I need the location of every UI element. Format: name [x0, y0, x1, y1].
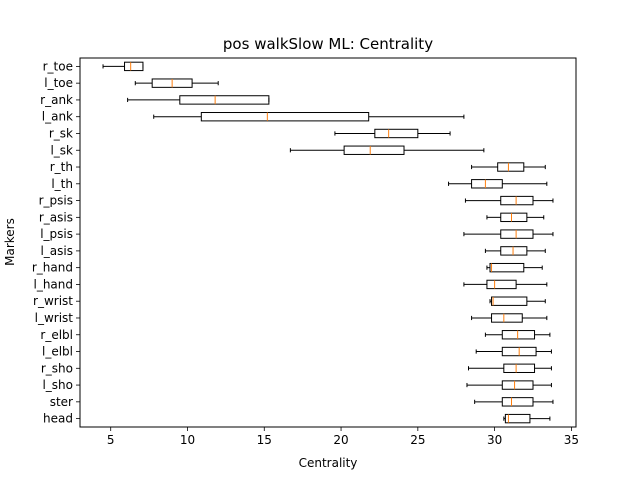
box-iqr [124, 61, 144, 72]
x-tick-label: 15 [257, 433, 272, 447]
box-iqr [486, 279, 517, 290]
y-tick-label: l_wrist [35, 311, 74, 325]
y-tick-label: l_sho [42, 378, 73, 392]
box-iqr [503, 363, 536, 373]
box-iqr [374, 128, 419, 139]
box-iqr [500, 212, 528, 223]
y-tick-label: ster [50, 395, 73, 409]
y-tick-label: head [43, 412, 73, 426]
box-iqr [500, 246, 528, 256]
y-tick-label: r_th [50, 160, 73, 174]
y-tick-label: l_ank [42, 110, 73, 124]
box-iqr [497, 162, 525, 172]
x-axis-label: Centrality [299, 456, 358, 470]
y-tick-label: r_sk [49, 126, 73, 140]
y-tick-label: r_asis [39, 210, 73, 224]
x-tick-label: 25 [410, 433, 425, 447]
box-iqr [343, 145, 405, 155]
box-iqr [491, 296, 528, 306]
x-tick-label: 5 [107, 433, 115, 447]
y-tick-label: r_elbl [40, 328, 73, 342]
axes-frame [79, 57, 577, 428]
y-tick-label: l_toe [44, 76, 73, 90]
box-iqr [504, 413, 531, 424]
x-tick-label: 20 [333, 433, 348, 447]
box-iqr [179, 95, 270, 105]
box-iqr [501, 330, 536, 340]
box-iqr [491, 313, 523, 323]
y-tick-label: l_asis [40, 244, 73, 258]
box-iqr [500, 195, 534, 206]
x-tick-label: 30 [487, 433, 502, 447]
y-tick-label: r_psis [39, 194, 73, 208]
y-tick-label: l_hand [33, 277, 73, 291]
x-tick-label: 35 [564, 433, 579, 447]
box-iqr [200, 112, 370, 122]
box-iqr [500, 229, 534, 239]
box-iqr [471, 179, 503, 189]
box-iqr [489, 262, 525, 273]
plot-area: 5 10 15 20 25 30 35 r_toe l_toe r_ank l_ank r_sk l_s… [32, 59, 579, 447]
y-tick-label: r_ank [40, 93, 73, 107]
x-tick-label: 10 [180, 433, 195, 447]
y-tick-label: l_elbl [42, 345, 73, 359]
y-tick-label: r_wrist [33, 294, 73, 308]
y-tick-label: l_th [51, 177, 73, 191]
box-iqr [501, 397, 534, 407]
y-tick-label: r_toe [43, 59, 73, 73]
y-tick-label: r_hand [32, 261, 73, 275]
y-tick-label: l_sk [50, 143, 73, 157]
y-tick-label: l_psis [40, 227, 73, 241]
chart-title: pos walkSlow ML: Centrality [223, 35, 433, 53]
box-iqr [501, 380, 534, 390]
y-axis-label: Markers [3, 218, 17, 266]
y-tick-label: r_sho [41, 361, 73, 375]
